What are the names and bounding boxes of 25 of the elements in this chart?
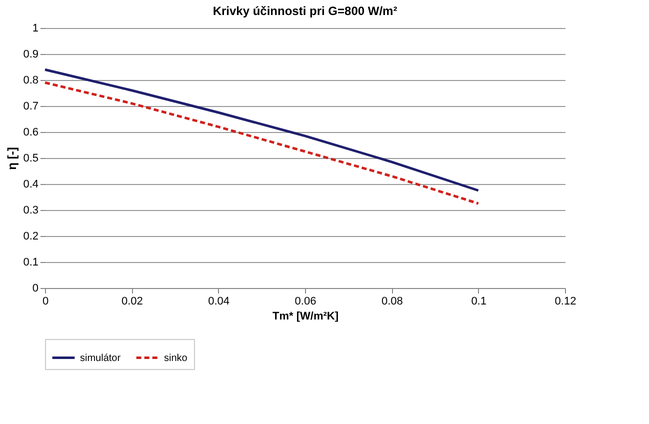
y-tick-label: 0.9 [23, 48, 38, 60]
y-tick-label: 0.4 [23, 178, 38, 190]
x-tick-label: 0.02 [121, 296, 143, 308]
y-tick-label: 0 [32, 282, 38, 294]
x-tick-label: 0 [42, 296, 49, 308]
x-tick-label: 0.1 [471, 296, 486, 308]
y-axis-title: η [-] [5, 147, 20, 170]
x-tick-label: 0.06 [294, 296, 316, 308]
x-tick-label: 0.08 [381, 296, 403, 308]
legend-label: simulátor [80, 352, 122, 364]
line-series [44, 68, 480, 192]
y-tick-label: 0.5 [23, 152, 38, 164]
chart-title: Krivky účinnosti pri G=800 W/m² [212, 4, 398, 18]
y-tick-label: 0.3 [23, 204, 38, 216]
x-tick-label: 0.04 [208, 296, 230, 308]
y-tick-label: 0.2 [23, 230, 38, 242]
line-series [44, 81, 480, 205]
y-tick-label: 1 [32, 22, 38, 34]
x-axis-title: Tm* [W/m²K] [272, 310, 339, 322]
x-tick-label: 0.12 [554, 296, 576, 308]
y-tick-label: 0.1 [23, 256, 38, 268]
y-tick-label: 0.8 [23, 74, 38, 86]
y-tick-label: 0.6 [23, 126, 38, 138]
y-tick-label: 0.7 [23, 100, 38, 112]
legend-label: sinko [164, 352, 188, 364]
